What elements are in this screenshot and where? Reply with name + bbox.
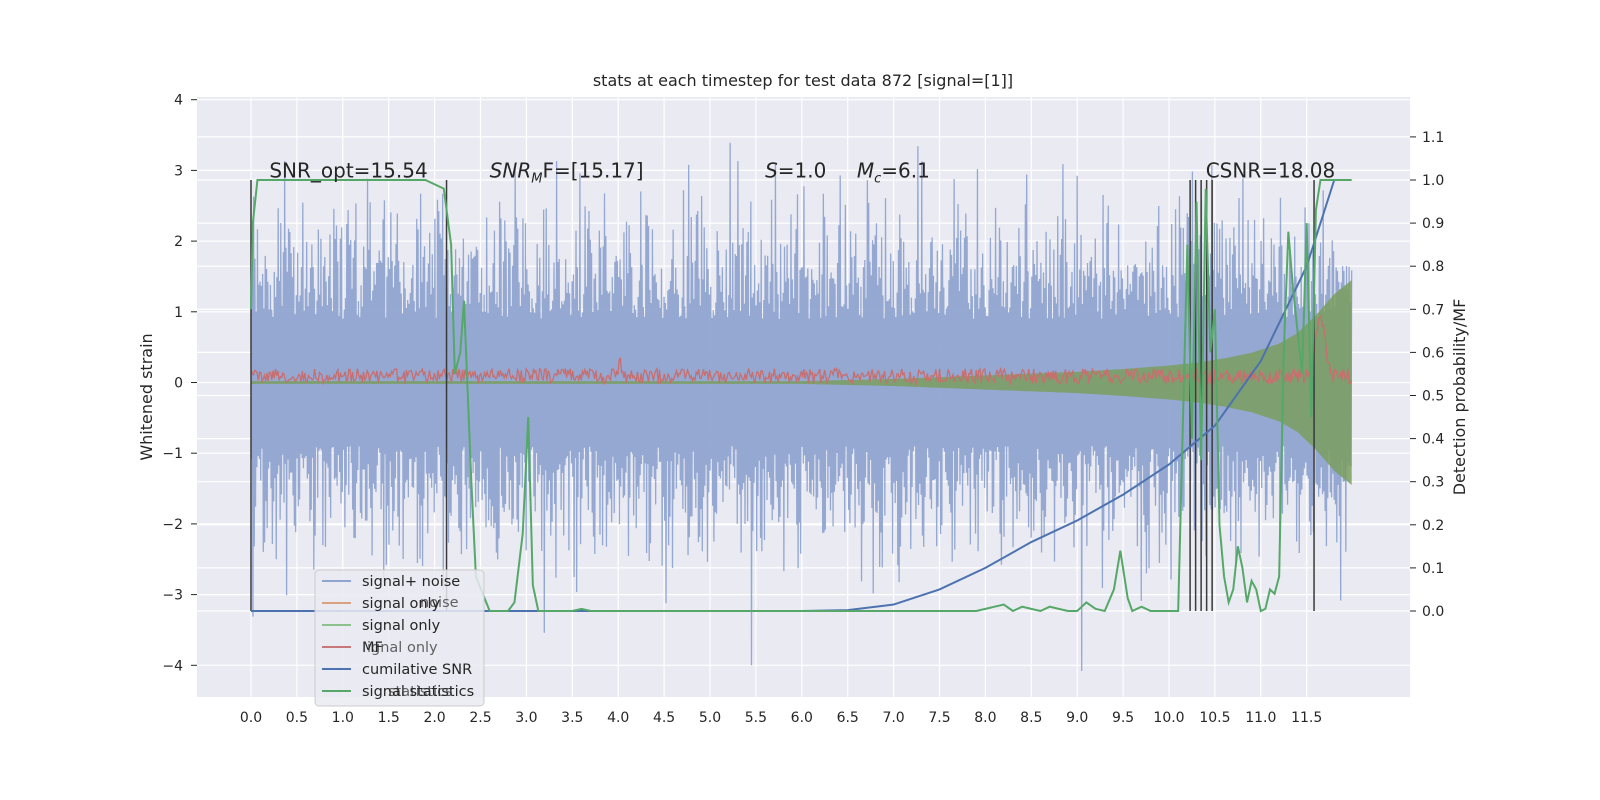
x-tick-label: 7.0 — [882, 710, 904, 726]
series-signal-statistics — [250, 179, 1352, 613]
annotation-suffix: =1.0 — [778, 158, 827, 182]
annotation-suffix: =6.1 — [881, 158, 930, 182]
y-right-tick-label: 1.0 — [1422, 173, 1444, 189]
y-right-tick-label: 0.2 — [1422, 518, 1444, 534]
x-tick-label: 5.5 — [745, 710, 767, 726]
annotation-text: CSNR=18.08 — [1206, 158, 1336, 182]
annotations: SNR_opt=15.54 SNRMF=[15.17] S=1.0 Mc=6.1 CSN… — [269, 158, 1335, 186]
y-tick-label: 3 — [174, 163, 183, 179]
x-tick-label: 2.5 — [469, 710, 491, 726]
annotation: CSNR=18.08 — [1206, 158, 1336, 182]
series-cumulative-snr — [251, 179, 1336, 612]
y-right-tick-label: 0.7 — [1422, 302, 1444, 318]
x-tick-label: 11.5 — [1291, 710, 1322, 726]
annotation-subscript: M — [531, 171, 542, 186]
annotation-text: S — [765, 158, 778, 182]
x-tick-label: 9.0 — [1066, 710, 1088, 726]
x-tick-label: 5.0 — [699, 710, 721, 726]
y-right-tick-label: 0.3 — [1422, 475, 1444, 491]
x-tick-label: 3.5 — [561, 710, 583, 726]
x-tick-label: 10.0 — [1153, 710, 1184, 726]
x-tick-label: 9.5 — [1112, 710, 1134, 726]
chart-title: stats at each timestep for test data 872… — [593, 71, 1013, 90]
x-tick-label: 0.5 — [286, 710, 308, 726]
plot-area — [250, 142, 1353, 672]
annotation: S=1.0 — [765, 158, 826, 182]
legend-ghost-text: statistics — [388, 684, 453, 700]
legend-box — [314, 569, 485, 707]
x-tick-label: 8.5 — [1020, 710, 1042, 726]
y-right-tick-label: 0.8 — [1422, 259, 1444, 275]
x-tick-label: 10.5 — [1199, 710, 1230, 726]
annotation-text: SNR — [490, 158, 532, 182]
legend: noise ignal only statistics signal+ noise si… — [314, 569, 485, 707]
y-tick-label: 2 — [174, 234, 183, 250]
y-right-tick-label: 1.1 — [1422, 130, 1444, 146]
y-tick-label: −3 — [162, 588, 183, 604]
y-right-tick-label: 0.1 — [1422, 561, 1444, 577]
y-axis-label: Whitened strain — [137, 333, 156, 460]
y-tick-label: −1 — [162, 446, 183, 462]
annotation-text: M — [857, 158, 874, 182]
y-right-tick-label: 0.4 — [1422, 432, 1444, 448]
x-tick-label: 4.0 — [607, 710, 629, 726]
annotation: SNR_opt=15.54 — [269, 158, 427, 182]
y-tick-label: 0 — [174, 376, 183, 392]
annotation-suffix: F=[15.17] — [542, 158, 643, 182]
y-right-tick-label: 0.0 — [1422, 604, 1444, 620]
x-tick-label: 2.0 — [423, 710, 445, 726]
axes: 0.0 0.5 1.0 1.5 2.0 2.5 3.0 3.5 4.0 4.5 5.0 5.5 6.0 6… — [162, 93, 1444, 726]
legend-entry: signal only — [362, 596, 441, 612]
annotation: SNRMF=[15.17] — [490, 158, 644, 186]
y-right-tick-label: 0.5 — [1422, 389, 1444, 405]
annotation-subscript: c — [874, 171, 881, 186]
x-tick-label: 3.0 — [515, 710, 537, 726]
y-tick-label: 4 — [174, 93, 183, 109]
series-mf — [250, 314, 1353, 386]
y-tick-label: −4 — [162, 658, 183, 674]
y-right-tick-label: 0.9 — [1422, 216, 1444, 232]
legend-ghost-text: ignal only — [367, 640, 438, 656]
legend-entry: signal+ noise — [362, 574, 460, 590]
x-tick-label: 6.5 — [837, 710, 859, 726]
x-tick-label: 1.0 — [332, 710, 354, 726]
y-tick-label: −2 — [162, 517, 183, 533]
y-right-tick-label: 0.6 — [1422, 345, 1444, 361]
legend-entry: MF — [362, 640, 383, 656]
x-tick-label: 7.5 — [928, 710, 950, 726]
series-signal-only — [251, 279, 1352, 486]
x-tick-label: 1.5 — [378, 710, 400, 726]
legend-ghost-text: noise — [420, 595, 459, 611]
x-tick-label: 4.5 — [653, 710, 675, 726]
legend-entry: cumilative SNR — [362, 662, 472, 678]
y-axis-label-right: Detection probability/MF — [1450, 299, 1469, 496]
x-tick-label: 0.0 — [240, 710, 262, 726]
series-signal-noise — [250, 142, 1353, 672]
legend-entry: signal statistics — [362, 684, 474, 700]
legend-entry: signal only — [362, 618, 441, 634]
annotation-text: SNR_opt=15.54 — [269, 158, 427, 182]
annotation: Mc=6.1 — [857, 158, 930, 186]
x-tick-label: 6.0 — [791, 710, 813, 726]
x-tick-label: 8.0 — [974, 710, 996, 726]
y-tick-label: 1 — [174, 305, 183, 321]
x-tick-label: 11.0 — [1245, 710, 1276, 726]
